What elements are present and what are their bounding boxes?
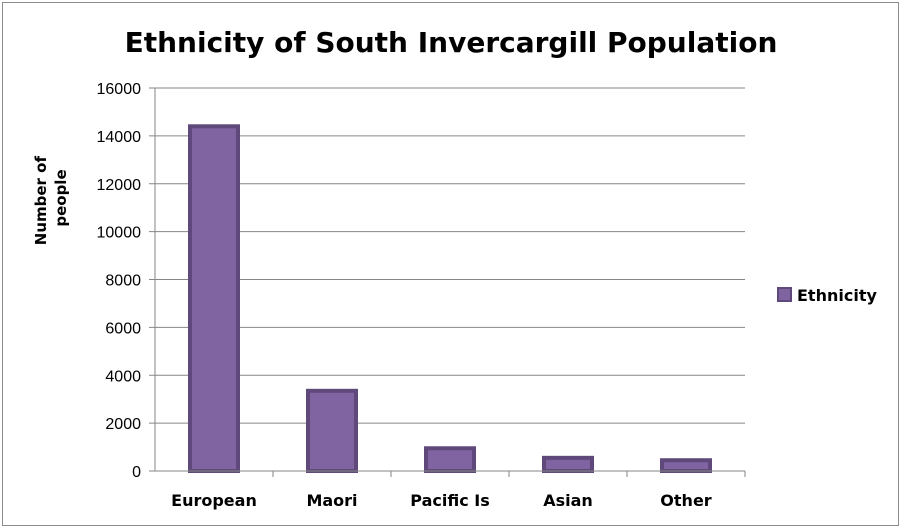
x-tick-label: Asian [543,491,593,510]
y-tick-label: 6000 [105,320,141,337]
bars [188,124,712,474]
x-axis-ticks: European Maori Pacific Is Asian Other [171,491,712,510]
y-tick-label: 0 [132,464,141,481]
y-axis-label-line-2: people [52,169,70,226]
x-tick-label: Pacific Is [410,491,489,510]
y-axis-ticks: 0 2000 4000 6000 8000 10000 12000 14000 16000 [97,81,142,481]
bar-pacific-is [424,446,476,473]
bar-asian [542,455,594,474]
legend-swatch [777,287,792,302]
y-tick-label: 8000 [105,273,141,290]
x-tick-label: European [171,491,257,510]
chart-title: Ethnicity of South Invercargill Populati… [125,26,778,59]
y-tick-label: 4000 [105,368,141,385]
legend-label: Ethnicity [797,286,877,305]
y-axis-label: Number of people [32,151,70,245]
bar-european [188,124,240,474]
bar-other [660,458,712,473]
y-tick-label: 14000 [97,129,142,146]
legend: Ethnicity [777,286,877,305]
bar-maori [306,388,358,474]
x-tick-label: Other [660,491,711,510]
axes [149,87,746,477]
y-tick-label: 16000 [97,81,142,98]
y-tick-label: 12000 [97,177,142,194]
y-axis-label-line-1: Number of [32,156,50,246]
gridlines [155,87,745,424]
y-tick-label: 2000 [105,416,141,433]
y-tick-label: 10000 [97,225,142,242]
x-tick-label: Maori [306,491,357,510]
